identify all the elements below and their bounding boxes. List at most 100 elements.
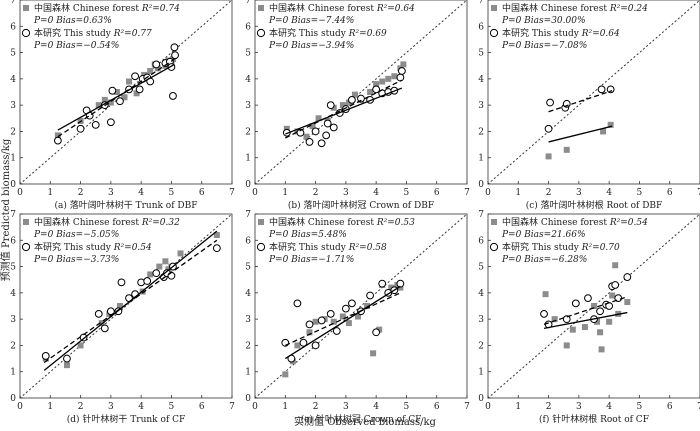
point-this-study	[305, 320, 314, 329]
legend-china-label: 中国森林 Chinese forest R²=0.32	[34, 216, 180, 228]
point-this-study	[396, 279, 405, 288]
y-tick-label: 3	[10, 101, 16, 111]
panel-caption: (d) 针叶林树干 Trunk of CF	[67, 413, 185, 425]
point-chinese-forest	[330, 104, 337, 111]
point-chinese-forest	[400, 61, 407, 68]
legend-china-r2: R²=0.24	[609, 4, 648, 14]
one-to-one-line	[19, 213, 233, 399]
y-tick-label: 2	[478, 341, 484, 351]
point-chinese-forest	[551, 316, 558, 323]
legend-china-name: 中国森林 Chinese forest	[502, 216, 610, 228]
legend-square-icon	[491, 219, 497, 225]
one-to-one-line	[254, 213, 468, 399]
fit-line-chinese-forest	[548, 125, 613, 143]
y-tick-label: 4	[10, 289, 16, 299]
point-chinese-forest	[154, 65, 161, 72]
point-this-study	[169, 92, 177, 100]
fit-line-this-study	[57, 58, 175, 138]
y-tick-label: 6	[10, 236, 16, 246]
x-tick-label: 6	[199, 188, 205, 198]
point-chinese-forest	[147, 67, 154, 74]
x-tick-label: 1	[47, 188, 53, 198]
point-this-study	[170, 43, 179, 52]
point-this-study	[317, 139, 326, 148]
y-tick-label: 3	[245, 101, 251, 111]
legend-study-label: 本研究 This study R²=0.64	[502, 27, 620, 39]
x-axis-label: 实测值 Observed biomass/kg	[294, 415, 437, 428]
point-chinese-forest	[294, 342, 301, 349]
point-this-study	[106, 118, 115, 127]
y-tick-label: 0	[10, 394, 16, 404]
point-this-study	[596, 307, 604, 316]
point-this-study	[116, 97, 124, 106]
point-chinese-forest	[282, 371, 289, 378]
x-tick-label: 3	[343, 402, 349, 412]
legend-china-name: 中国森林 Chinese forest	[34, 2, 142, 14]
legend-study-label: 本研究 This study R²=0.69	[269, 27, 387, 39]
point-this-study	[117, 278, 126, 287]
point-this-study	[76, 124, 85, 133]
point-chinese-forest	[116, 303, 123, 309]
point-this-study	[378, 279, 387, 288]
point-chinese-forest	[165, 266, 172, 273]
point-chinese-forest	[598, 346, 605, 353]
fit-line-this-study	[548, 90, 613, 113]
y-tick-label: 2	[245, 341, 251, 351]
y-tick-label: 0	[478, 180, 484, 190]
point-this-study	[94, 309, 103, 318]
point-chinese-forest	[581, 324, 588, 331]
point-chinese-forest	[107, 99, 114, 106]
point-chinese-forest	[330, 318, 337, 325]
point-chinese-forest	[391, 73, 398, 80]
legend-china-r2: R²=0.53	[376, 218, 415, 228]
legend-square-icon	[23, 219, 29, 225]
point-chinese-forest	[364, 303, 371, 309]
legend-china-label: 中国森林 Chinese forest R²=0.24	[502, 2, 648, 14]
point-this-study	[366, 291, 374, 300]
one-to-one-line	[487, 0, 700, 185]
legend-china-name: 中国森林 Chinese forest	[269, 2, 377, 14]
point-this-study	[317, 316, 326, 325]
y-tick-label: 7	[478, 0, 484, 6]
x-tick-label: 4	[606, 188, 612, 198]
legend-china-r2: R²=0.74	[141, 4, 180, 14]
panel-c: 0 1 2 3 4 5 6 7 0 1 2 3 4 5 6 7 中国森林 Chinese forest R²=0…	[478, 0, 700, 211]
point-chinese-forest	[354, 313, 361, 320]
point-chinese-forest	[569, 326, 576, 333]
x-tick-label: 2	[78, 402, 84, 412]
legend-china-r2: R²=0.32	[141, 218, 180, 228]
point-chinese-forest	[607, 121, 614, 128]
y-tick-label: 3	[478, 101, 484, 111]
point-chinese-forest	[63, 362, 70, 369]
y-tick-label: 6	[478, 22, 484, 32]
point-this-study	[91, 120, 100, 129]
x-tick-label: 4	[606, 402, 612, 412]
panel-caption: (f) 针叶林树根 Root of CF	[539, 413, 649, 425]
x-tick-label: 6	[434, 188, 440, 198]
y-tick-label: 5	[478, 49, 484, 59]
one-to-one-line	[19, 0, 233, 185]
point-this-study	[372, 85, 381, 94]
x-tick-label: 7	[464, 188, 470, 198]
legend-study-label: 本研究 This study R²=0.54	[34, 241, 152, 253]
point-chinese-forest	[545, 153, 552, 160]
fit-line-this-study	[284, 79, 403, 139]
y-tick-label: 7	[10, 210, 16, 220]
point-this-study	[623, 273, 632, 281]
plot-frame	[19, 0, 233, 185]
point-chinese-forest	[339, 102, 346, 109]
point-this-study	[372, 328, 381, 337]
x-tick-label: 1	[47, 402, 53, 412]
x-tick-label: 6	[199, 402, 205, 412]
point-chinese-forest	[162, 258, 169, 265]
plot-frame	[254, 0, 468, 185]
legend-study-label: 本研究 This study R²=0.58	[269, 241, 387, 253]
panel-d: 0 1 2 3 4 5 6 7 0 1 2 3 4 5 6 7 中国森林 Chinese forest R²=0…	[10, 210, 235, 425]
x-tick-label: 0	[485, 188, 491, 198]
one-to-one-line	[487, 213, 700, 399]
legend-circle-icon	[21, 242, 31, 252]
point-this-study	[152, 60, 161, 69]
x-tick-label: 7	[229, 402, 235, 412]
